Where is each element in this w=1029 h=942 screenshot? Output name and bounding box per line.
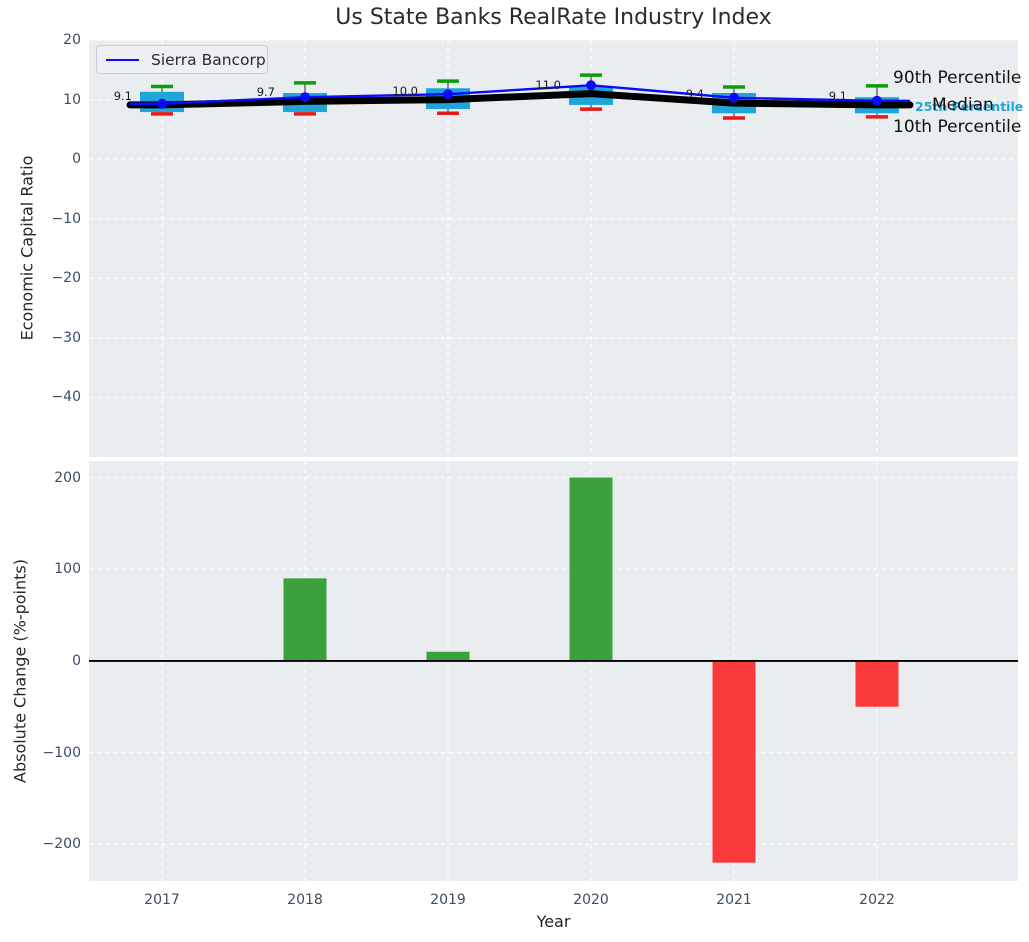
series-marker bbox=[872, 95, 882, 106]
annotation-10th-percentile: 10th Percentile bbox=[893, 117, 1022, 137]
x-tick-label-2018: 2018 bbox=[287, 892, 323, 908]
top-axes bbox=[89, 39, 1018, 457]
top-y-tick-label: 0 bbox=[72, 151, 81, 168]
bar-2018 bbox=[283, 578, 327, 661]
top-y-tick-label: 20 bbox=[63, 32, 81, 48]
median-value-label: 10.0 bbox=[392, 83, 418, 98]
bar-2022 bbox=[855, 660, 899, 707]
bar-2019 bbox=[426, 651, 470, 661]
median-value-label: 9.1 bbox=[113, 88, 132, 103]
series-marker bbox=[300, 92, 310, 103]
median-value-label: 9.1 bbox=[828, 88, 847, 103]
median-value-label: 9.4 bbox=[685, 87, 704, 102]
median-trend-line bbox=[126, 90, 914, 109]
x-axis-label: Year bbox=[536, 912, 571, 931]
top-y-tick-label: −20 bbox=[51, 270, 81, 287]
top-y-axis-label: Economic Capital Ratio bbox=[17, 155, 37, 341]
x-tick-label-2021: 2021 bbox=[716, 892, 752, 908]
top-chart-canvas bbox=[89, 39, 1018, 457]
bar-2020 bbox=[569, 477, 613, 661]
series-marker bbox=[443, 89, 453, 100]
annotation-median: Median bbox=[932, 95, 994, 115]
chart-title: Us State Banks RealRate Industry Index bbox=[335, 5, 772, 30]
annotation-90th-percentile: 90th Percentile bbox=[893, 68, 1022, 88]
series-line bbox=[130, 84, 910, 105]
top-y-tick-label: 10 bbox=[63, 91, 81, 108]
median-value-label: 9.7 bbox=[256, 85, 275, 100]
legend: Sierra Bancorp bbox=[96, 45, 268, 74]
bottom-y-tick-label: 200 bbox=[54, 469, 81, 486]
series-marker bbox=[157, 98, 167, 109]
series-marker bbox=[729, 92, 739, 103]
bottom-y-tick-label: −200 bbox=[42, 836, 81, 853]
top-y-tick-label: −40 bbox=[51, 389, 81, 406]
x-tick-label-2022: 2022 bbox=[859, 892, 895, 908]
median-value-label: 11.0 bbox=[535, 77, 561, 92]
bottom-y-axis-label: Absolute Change (%-points) bbox=[10, 559, 30, 783]
bar-2021 bbox=[712, 660, 756, 863]
series-marker bbox=[586, 80, 596, 91]
x-tick-label-2020: 2020 bbox=[573, 892, 609, 908]
legend-line-sample bbox=[106, 58, 139, 61]
top-y-tick-label: −30 bbox=[51, 329, 81, 346]
bottom-chart-canvas bbox=[89, 461, 1018, 881]
bottom-axes bbox=[89, 461, 1018, 881]
legend-label: Sierra Bancorp bbox=[151, 50, 266, 69]
bottom-y-tick-label: 100 bbox=[54, 561, 81, 578]
x-tick-label-2017: 2017 bbox=[144, 892, 180, 908]
x-tick-label-2019: 2019 bbox=[430, 892, 466, 908]
bottom-y-tick-label: −100 bbox=[42, 744, 81, 761]
top-y-tick-label: −10 bbox=[51, 210, 81, 227]
bottom-y-tick-label: 0 bbox=[72, 652, 81, 669]
annotation-25th-percentile: 25th Percentile bbox=[915, 99, 1024, 114]
